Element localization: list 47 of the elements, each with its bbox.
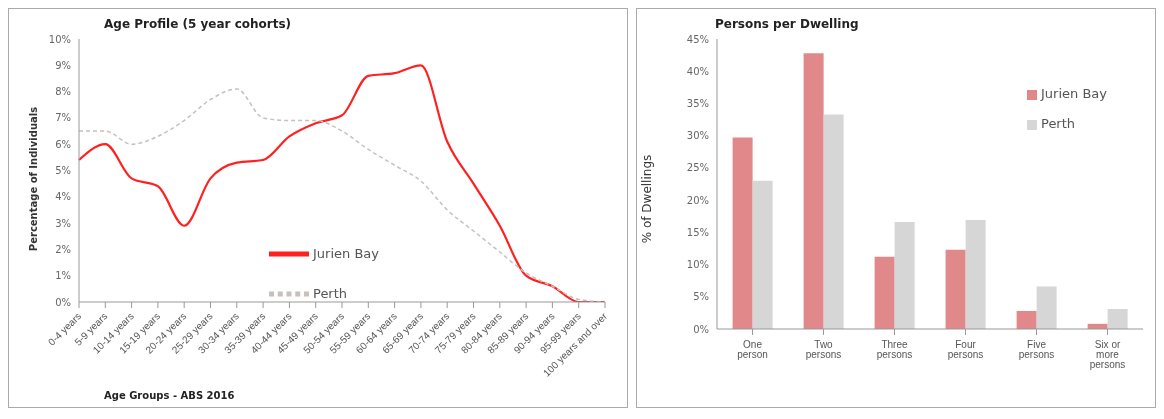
bar [874, 256, 895, 329]
x-tick-label: Six or more persons [1089, 339, 1126, 371]
y-tick-label: 2% [55, 243, 71, 255]
legend-label: Jurien Bay [313, 245, 379, 261]
x-tick-label: Two persons [805, 339, 842, 361]
legend-label: Perth [313, 285, 348, 301]
bar [965, 220, 986, 329]
y-tick-label: 45% [686, 33, 709, 45]
y-tick-label: 3% [55, 217, 71, 229]
y-axis-title: Percentage of Individuals [27, 106, 39, 252]
y-tick-label: 9% [55, 59, 71, 71]
bar [823, 114, 844, 329]
y-tick-label: 35% [686, 97, 709, 109]
y-tick-label: 0% [693, 323, 709, 335]
y-tick-label: 1% [55, 270, 71, 282]
y-tick-label: 15% [686, 226, 709, 238]
y-tick-label: 5% [55, 165, 71, 177]
bar [1016, 310, 1037, 329]
y-tick-label: 20% [686, 194, 709, 206]
y-tick-label: 10% [686, 259, 709, 271]
legend-label: Perth [1041, 116, 1076, 131]
y-tick-label: 6% [55, 138, 71, 150]
y-tick-label: 10% [48, 33, 71, 45]
bar [1107, 309, 1128, 329]
bar [1036, 286, 1057, 329]
y-tick-label: 25% [686, 162, 709, 174]
legend-label: Jurien Bay [1041, 86, 1107, 101]
bar [752, 180, 773, 329]
bar [945, 249, 966, 329]
chart-title: Persons per Dwelling [715, 17, 859, 31]
bar [803, 53, 824, 329]
x-axis-title: Age Groups - ABS 2016 [104, 390, 235, 401]
bar [732, 137, 753, 329]
y-tick-label: 30% [686, 130, 709, 142]
chart-title: Age Profile (5 year cohorts) [104, 17, 292, 31]
x-tick-label: Three persons [876, 339, 913, 361]
y-tick-label: 4% [55, 191, 71, 203]
y-tick-label: 8% [55, 86, 71, 98]
y-tick-label: 40% [686, 65, 709, 77]
y-tick-label: 0% [55, 296, 71, 308]
y-axis-title: % of Dwellings [640, 154, 654, 244]
y-tick-label: 7% [55, 112, 71, 124]
bar [894, 222, 915, 329]
y-tick-label: 5% [693, 291, 709, 303]
x-tick-label: Five persons [1018, 339, 1055, 361]
x-tick-label: One person [737, 339, 768, 361]
x-tick-label: Four persons [947, 339, 984, 361]
